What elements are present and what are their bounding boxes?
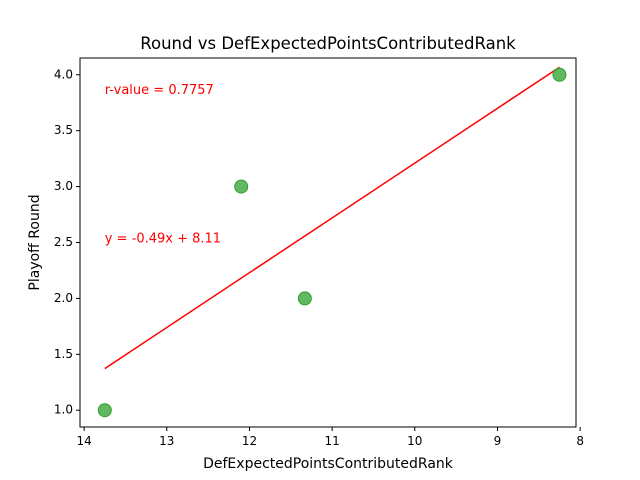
data-point-1 (97, 403, 112, 418)
data-point-2 (234, 179, 249, 194)
annotation-1: r-value = 0.7757 (105, 83, 214, 98)
regression-line (104, 66, 560, 370)
data-point-4 (552, 67, 567, 82)
y-tick-label: 3.0 (54, 179, 73, 193)
y-tick-label: 1.5 (54, 347, 73, 361)
x-axis-label: DefExpectedPointsContributedRank (203, 456, 454, 472)
y-tick-label: 1.0 (54, 403, 73, 417)
x-tick-label: 8 (576, 434, 584, 448)
x-tick-label: 12 (242, 434, 257, 448)
y-tick-label: 4.0 (54, 67, 73, 81)
chart-title: Round vs DefExpectedPointsContributedRan… (140, 34, 516, 53)
x-tick-label: 9 (494, 434, 502, 448)
y-tick-label: 2.0 (54, 291, 73, 305)
x-tick-label: 14 (76, 434, 91, 448)
x-axis: 14 13 12 11 10 9 8 (76, 427, 584, 448)
annotation-2: y = -0.49x + 8.11 (105, 232, 221, 247)
y-axis: 1.0 1.5 2.0 2.5 3.0 3.5 4.0 (54, 67, 80, 417)
x-tick-label: 13 (159, 434, 174, 448)
y-axis-label: Playoff Round (27, 194, 43, 290)
x-tick-label: 10 (407, 434, 422, 448)
y-tick-label: 3.5 (54, 123, 73, 137)
x-tick-label: 11 (324, 434, 339, 448)
y-tick-label: 2.5 (54, 235, 73, 249)
plot-area (80, 58, 576, 427)
data-point-3 (297, 291, 312, 306)
